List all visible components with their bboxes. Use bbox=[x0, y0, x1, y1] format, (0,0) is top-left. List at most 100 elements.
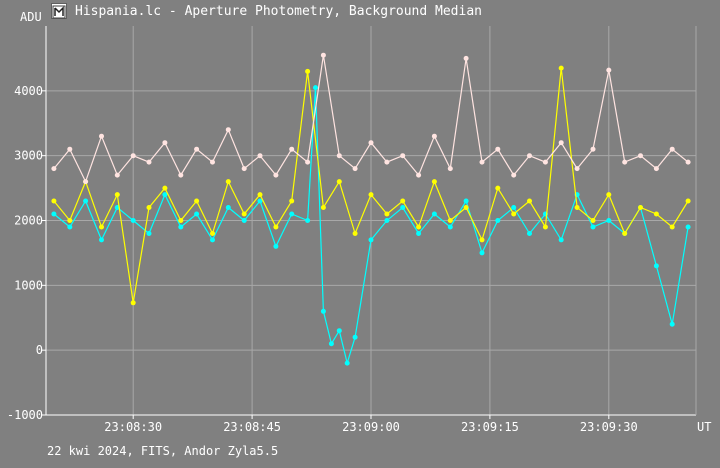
data-point bbox=[83, 179, 89, 185]
data-point bbox=[495, 146, 501, 152]
data-point bbox=[606, 192, 612, 198]
data-point bbox=[416, 224, 422, 230]
data-point bbox=[653, 211, 659, 217]
data-point bbox=[51, 166, 57, 172]
data-point bbox=[527, 153, 532, 159]
data-point bbox=[352, 231, 358, 236]
data-point bbox=[416, 172, 422, 178]
data-point bbox=[225, 179, 231, 185]
data-point bbox=[368, 192, 374, 198]
data-point bbox=[622, 231, 628, 236]
data-point bbox=[194, 211, 200, 217]
data-point bbox=[558, 140, 564, 146]
y-tick-label: 1000 bbox=[14, 278, 43, 292]
series-layer bbox=[51, 52, 691, 366]
data-point bbox=[606, 67, 612, 73]
y-tick-label: 0 bbox=[36, 343, 43, 357]
app-logo-icon bbox=[51, 3, 67, 19]
data-point bbox=[67, 224, 73, 230]
data-point bbox=[400, 153, 406, 159]
data-point bbox=[162, 192, 168, 198]
data-point bbox=[99, 133, 104, 139]
data-point bbox=[289, 146, 295, 152]
data-point bbox=[590, 218, 596, 223]
image-info-caption: 22 kwi 2024, FITS, Andor Zyla5.5 bbox=[47, 444, 279, 458]
data-point bbox=[638, 153, 643, 159]
data-point bbox=[463, 198, 469, 204]
data-point bbox=[527, 198, 532, 204]
data-point bbox=[653, 166, 659, 172]
data-point bbox=[257, 192, 263, 198]
data-point bbox=[313, 85, 318, 91]
data-point bbox=[130, 153, 136, 159]
data-point bbox=[368, 140, 374, 146]
data-point bbox=[225, 205, 231, 210]
data-point bbox=[178, 172, 184, 178]
data-point bbox=[114, 172, 120, 178]
data-point bbox=[463, 205, 469, 210]
data-point bbox=[479, 159, 485, 165]
data-point bbox=[542, 224, 548, 230]
data-point bbox=[400, 205, 406, 210]
data-point bbox=[305, 68, 311, 74]
data-point bbox=[527, 231, 532, 236]
data-point bbox=[479, 237, 485, 243]
data-point bbox=[51, 198, 57, 204]
data-point bbox=[606, 218, 612, 223]
data-point bbox=[328, 341, 334, 347]
data-point bbox=[463, 55, 469, 61]
data-point bbox=[590, 224, 596, 230]
data-point bbox=[511, 205, 517, 210]
data-point bbox=[416, 231, 422, 236]
data-point bbox=[225, 127, 231, 133]
data-point bbox=[273, 224, 279, 230]
data-point bbox=[431, 133, 437, 139]
data-point bbox=[669, 146, 675, 152]
data-point bbox=[273, 243, 279, 249]
data-point bbox=[146, 159, 152, 165]
chart-grid bbox=[46, 26, 696, 416]
data-point bbox=[511, 172, 517, 178]
data-point bbox=[653, 263, 659, 269]
data-point bbox=[130, 300, 136, 306]
data-point bbox=[114, 192, 120, 198]
data-point bbox=[241, 211, 247, 217]
data-point bbox=[384, 211, 390, 217]
data-point bbox=[51, 211, 57, 217]
data-point bbox=[289, 211, 295, 217]
y-tick-label: -1000 bbox=[7, 408, 43, 422]
data-point bbox=[511, 211, 517, 217]
data-point bbox=[558, 65, 564, 71]
y-tick-label: 2000 bbox=[14, 214, 43, 228]
data-point bbox=[336, 153, 342, 159]
y-axis-label: ADU bbox=[20, 10, 42, 24]
data-point bbox=[320, 308, 326, 314]
data-point bbox=[210, 231, 215, 236]
data-point bbox=[336, 179, 342, 185]
data-point bbox=[344, 360, 350, 366]
data-point bbox=[669, 321, 675, 327]
series-line-1 bbox=[53, 87, 689, 366]
title-bar: Hispania.lc - Aperture Photometry, Backg… bbox=[0, 0, 720, 24]
chart-axes bbox=[42, 26, 697, 419]
data-point bbox=[574, 166, 580, 172]
data-point bbox=[146, 205, 152, 210]
data-point bbox=[273, 172, 279, 178]
y-tick-label: 3000 bbox=[14, 149, 43, 163]
x-tick-label: 23:09:15 bbox=[461, 420, 519, 434]
data-point bbox=[447, 218, 453, 223]
data-point bbox=[384, 218, 390, 223]
x-axis-label: UT bbox=[697, 420, 711, 434]
data-point bbox=[289, 198, 295, 204]
data-point bbox=[257, 153, 263, 159]
data-point bbox=[99, 237, 104, 243]
data-point bbox=[542, 159, 548, 165]
data-point bbox=[130, 218, 136, 223]
data-point bbox=[574, 205, 580, 210]
data-point bbox=[336, 328, 342, 334]
data-point bbox=[368, 237, 374, 243]
data-point bbox=[495, 185, 501, 191]
x-tick-label: 23:08:30 bbox=[104, 420, 162, 434]
data-point bbox=[210, 159, 215, 165]
data-point bbox=[194, 146, 200, 152]
